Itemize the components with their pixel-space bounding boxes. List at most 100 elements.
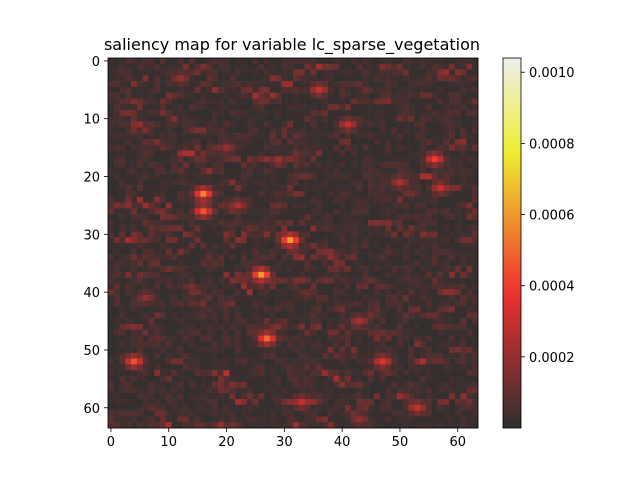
- heatmap-cell: [437, 300, 444, 307]
- heatmap-cell: [425, 254, 432, 261]
- heatmap-cell: [136, 225, 143, 232]
- heatmap-cell: [113, 202, 120, 209]
- heatmap-cell: [119, 318, 126, 325]
- heatmap-cell: [252, 352, 259, 359]
- heatmap-cell: [316, 323, 323, 330]
- heatmap-cell: [269, 69, 276, 76]
- heatmap-cell: [449, 214, 456, 221]
- heatmap-cell: [223, 254, 230, 261]
- heatmap-cell: [235, 364, 242, 371]
- heatmap-cell: [391, 202, 398, 209]
- heatmap-cell: [339, 422, 346, 429]
- heatmap-cell: [246, 69, 253, 76]
- heatmap-cell: [443, 387, 450, 394]
- heatmap-cell: [194, 260, 201, 267]
- heatmap-cell: [391, 162, 398, 169]
- heatmap-cell: [420, 214, 427, 221]
- heatmap-cell: [449, 312, 456, 319]
- heatmap-cell: [350, 179, 357, 186]
- heatmap-cell: [217, 404, 224, 411]
- heatmap-cell: [408, 271, 415, 278]
- heatmap-cell: [327, 375, 334, 382]
- heatmap-cell: [194, 179, 201, 186]
- heatmap-cell: [131, 75, 138, 82]
- heatmap-cell: [333, 58, 340, 65]
- heatmap-cell: [258, 138, 265, 145]
- heatmap-cell: [321, 167, 328, 174]
- heatmap-cell: [154, 370, 161, 377]
- heatmap-cell: [108, 404, 115, 411]
- heatmap-cell: [177, 404, 184, 411]
- heatmap-cell: [397, 375, 404, 382]
- heatmap-cell: [368, 138, 375, 145]
- heatmap-cell: [414, 422, 421, 429]
- heatmap-cell: [408, 69, 415, 76]
- heatmap-cell: [356, 266, 363, 273]
- heatmap-cell: [229, 358, 236, 365]
- heatmap-cell: [281, 347, 288, 354]
- heatmap-cell: [472, 387, 479, 394]
- heatmap-cell: [373, 190, 380, 197]
- heatmap-cell: [269, 248, 276, 255]
- heatmap-cell: [212, 185, 219, 192]
- heatmap-cell: [240, 347, 247, 354]
- heatmap-cell: [466, 121, 473, 128]
- heatmap-cell: [310, 266, 317, 273]
- heatmap-cell: [223, 127, 230, 134]
- heatmap-cell: [171, 370, 178, 377]
- heatmap-cell: [350, 185, 357, 192]
- heatmap-cell: [142, 393, 149, 400]
- heatmap-cell: [217, 289, 224, 296]
- heatmap-cell: [431, 323, 438, 330]
- heatmap-cell: [310, 399, 317, 406]
- heatmap-cell: [362, 358, 369, 365]
- heatmap-cell: [298, 399, 305, 406]
- heatmap-cell: [183, 277, 190, 284]
- heatmap-cell: [425, 190, 432, 197]
- heatmap-cell: [119, 69, 126, 76]
- heatmap-cell: [119, 110, 126, 117]
- heatmap-cell: [414, 150, 421, 157]
- heatmap-cell: [356, 260, 363, 267]
- heatmap-cell: [298, 341, 305, 348]
- heatmap-cell: [165, 254, 172, 261]
- heatmap-cell: [425, 231, 432, 238]
- heatmap-cell: [194, 110, 201, 117]
- heatmap-cell: [327, 104, 334, 111]
- heatmap-cell: [339, 214, 346, 221]
- heatmap-cell: [206, 202, 213, 209]
- heatmap-cell: [235, 410, 242, 417]
- heatmap-cell: [252, 260, 259, 267]
- heatmap-cell: [321, 422, 328, 429]
- heatmap-cell: [177, 81, 184, 88]
- heatmap-cell: [397, 289, 404, 296]
- heatmap-cell: [240, 127, 247, 134]
- heatmap-cell: [183, 289, 190, 296]
- heatmap-cell: [350, 162, 357, 169]
- heatmap-cell: [373, 370, 380, 377]
- heatmap-cell: [200, 98, 207, 105]
- heatmap-cell: [240, 179, 247, 186]
- heatmap-cell: [293, 75, 300, 82]
- x-axis-ticks: 0 10 20 30 40 50 60: [107, 428, 466, 450]
- heatmap-cell: [177, 196, 184, 203]
- heatmap-cell: [402, 387, 409, 394]
- heatmap-cell: [362, 393, 369, 400]
- heatmap-cell: [425, 98, 432, 105]
- heatmap-cell: [287, 364, 294, 371]
- heatmap-cell: [293, 295, 300, 302]
- heatmap-cell: [148, 133, 155, 140]
- heatmap-cell: [316, 81, 323, 88]
- heatmap-cell: [454, 138, 461, 145]
- heatmap-cell: [298, 121, 305, 128]
- heatmap-cell: [414, 196, 421, 203]
- heatmap-cell: [321, 381, 328, 388]
- heatmap-cell: [402, 347, 409, 354]
- heatmap-cell: [275, 358, 282, 365]
- heatmap-cell: [154, 138, 161, 145]
- heatmap-cell: [188, 156, 195, 163]
- heatmap-cell: [269, 144, 276, 151]
- heatmap-cell: [287, 283, 294, 290]
- heatmap-cell: [397, 156, 404, 163]
- heatmap-cell: [466, 352, 473, 359]
